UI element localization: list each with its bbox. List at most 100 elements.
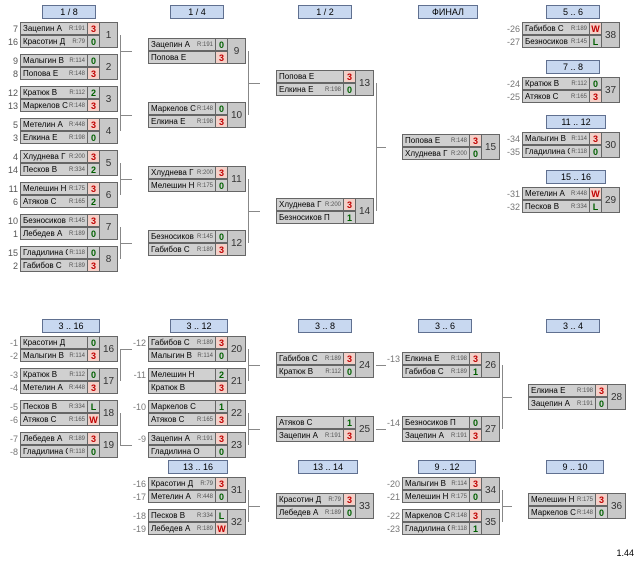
- score: 3: [88, 381, 100, 394]
- player-name: Песков В: [23, 165, 68, 174]
- player-row: 13Маркелов СR:1483: [4, 99, 100, 112]
- match: 5Метелин АR:44833Елкина ЕR:19804: [4, 118, 118, 144]
- player-rating: R:198: [451, 356, 467, 362]
- player-row: -2Малыгин ВR:1143: [4, 349, 100, 362]
- player-row: -35Гладилина ОR:1180: [506, 145, 602, 158]
- player-name: Безносиков П: [23, 216, 68, 225]
- bracket-line: [376, 147, 386, 149]
- match: -10Маркелов С1Атяков СR:165322: [132, 400, 246, 426]
- player-name: Атяков С: [279, 418, 340, 427]
- player-row: 16Красотин ДR:790: [4, 35, 100, 48]
- score: 0: [590, 77, 602, 90]
- player-box: Атяков СR:165: [148, 413, 216, 426]
- player-row: Габибов СR:1891: [386, 365, 482, 378]
- player-rating: R:148: [451, 513, 467, 519]
- player-name: Кратюк В: [279, 367, 324, 376]
- match-number: 36: [608, 493, 626, 519]
- player-rating: R:200: [451, 151, 467, 157]
- score: W: [88, 413, 100, 426]
- player-row: -25Атяков СR:1653: [506, 90, 602, 103]
- player-rating: R:175: [69, 186, 85, 192]
- seed: 13: [4, 101, 20, 111]
- match-number: 3: [100, 86, 118, 112]
- player-box: Атяков СR:165: [20, 195, 88, 208]
- player-box: Елкина ЕR:198: [528, 384, 596, 397]
- seed: -27: [506, 37, 522, 47]
- player-row: -34Малыгин ВR:1143: [506, 132, 602, 145]
- match: -12Габибов СR:1893Малыгин ВR:114020: [132, 336, 246, 362]
- score: 1: [344, 211, 356, 224]
- player-box: Песков ВR:334: [148, 509, 216, 522]
- player-name: Малыгин В: [23, 351, 68, 360]
- bracket-header: 3 .. 16: [42, 319, 100, 333]
- player-rating: R:334: [69, 404, 85, 410]
- player-row: 2Габибов СR:1893: [4, 259, 100, 272]
- player-name: Маркелов С: [151, 402, 212, 411]
- player-name: Маркелов С: [531, 508, 576, 517]
- match-number: 1: [100, 22, 118, 48]
- player-box: Красотин ДR:79: [148, 477, 216, 490]
- score: 3: [216, 413, 228, 426]
- player-box: Габибов СR:189: [148, 243, 216, 256]
- score: 3: [88, 118, 100, 131]
- player-box: Мелешин НR:175: [20, 182, 88, 195]
- player-name: Красотин Д: [279, 495, 327, 504]
- score: 3: [216, 477, 228, 490]
- score: 3: [470, 352, 482, 365]
- player-name: Елкина Е: [151, 117, 196, 126]
- player-row: Хлуднева ГR:2003: [132, 166, 228, 179]
- player-row: -20Малыгин ВR:1143: [386, 477, 482, 490]
- player-rating: R:189: [451, 369, 467, 375]
- player-name: Мелешин Н: [23, 184, 68, 193]
- player-rating: R:191: [577, 401, 593, 407]
- score: 3: [596, 384, 608, 397]
- player-box: Метелин АR:448: [20, 118, 88, 131]
- player-box: Метелин АR:448: [148, 490, 216, 503]
- player-box: Габибов СR:189: [148, 336, 216, 349]
- player-name: Елкина Е: [279, 85, 324, 94]
- player-box: Безносиков ПR:145: [522, 35, 590, 48]
- seed: -2: [4, 351, 20, 361]
- bracket-header: 9 .. 10: [546, 460, 604, 474]
- player-box: Лебедев АR:189: [148, 522, 216, 535]
- player-row: -18Песков ВR:334L: [132, 509, 228, 522]
- player-rating: R:191: [197, 42, 213, 48]
- player-name: Метелин А: [23, 383, 68, 392]
- score: 0: [590, 145, 602, 158]
- player-rating: R:198: [197, 119, 213, 125]
- match-number: 35: [482, 509, 500, 535]
- player-box: Гладилина ОR:118: [402, 522, 470, 535]
- bracket-line: [120, 413, 122, 445]
- match-number: 24: [356, 352, 374, 378]
- match-number: 7: [100, 214, 118, 240]
- player-name: Метелин А: [23, 120, 68, 129]
- score: 3: [344, 352, 356, 365]
- player-rating: R:114: [197, 353, 213, 359]
- player-rating: R:148: [577, 510, 593, 516]
- match: -9Зацепин АR:1913Гладилина О023: [132, 432, 246, 458]
- score: 3: [216, 432, 228, 445]
- seed: -3: [4, 370, 20, 380]
- player-rating: R:200: [69, 154, 85, 160]
- player-name: Безносиков П: [151, 232, 196, 241]
- seed: -31: [506, 189, 522, 199]
- bracket-line: [120, 445, 132, 447]
- player-rating: R:148: [69, 71, 85, 77]
- match-number: 18: [100, 400, 118, 426]
- player-rating: R:148: [197, 106, 213, 112]
- player-box: Зацепин АR:191: [276, 429, 344, 442]
- player-rating: R:79: [328, 497, 341, 503]
- player-row: Зацепин АR:1910: [512, 397, 608, 410]
- seed: 1: [4, 229, 20, 239]
- player-box: Кратюк ВR:112: [276, 365, 344, 378]
- player-box: Гладилина ОR:118: [522, 145, 590, 158]
- player-rating: R:334: [571, 204, 587, 210]
- player-name: Попова Е: [151, 53, 212, 62]
- match: -34Малыгин ВR:1143-35Гладилина ОR:118030: [506, 132, 620, 158]
- match: -16Красотин ДR:793-17Метелин АR:448031: [132, 477, 246, 503]
- player-box: Метелин АR:448: [522, 187, 590, 200]
- player-name: Лебедев А: [23, 229, 68, 238]
- player-name: Кратюк В: [525, 79, 570, 88]
- player-box: Кратюк ВR:112: [20, 368, 88, 381]
- player-rating: R:118: [571, 149, 587, 155]
